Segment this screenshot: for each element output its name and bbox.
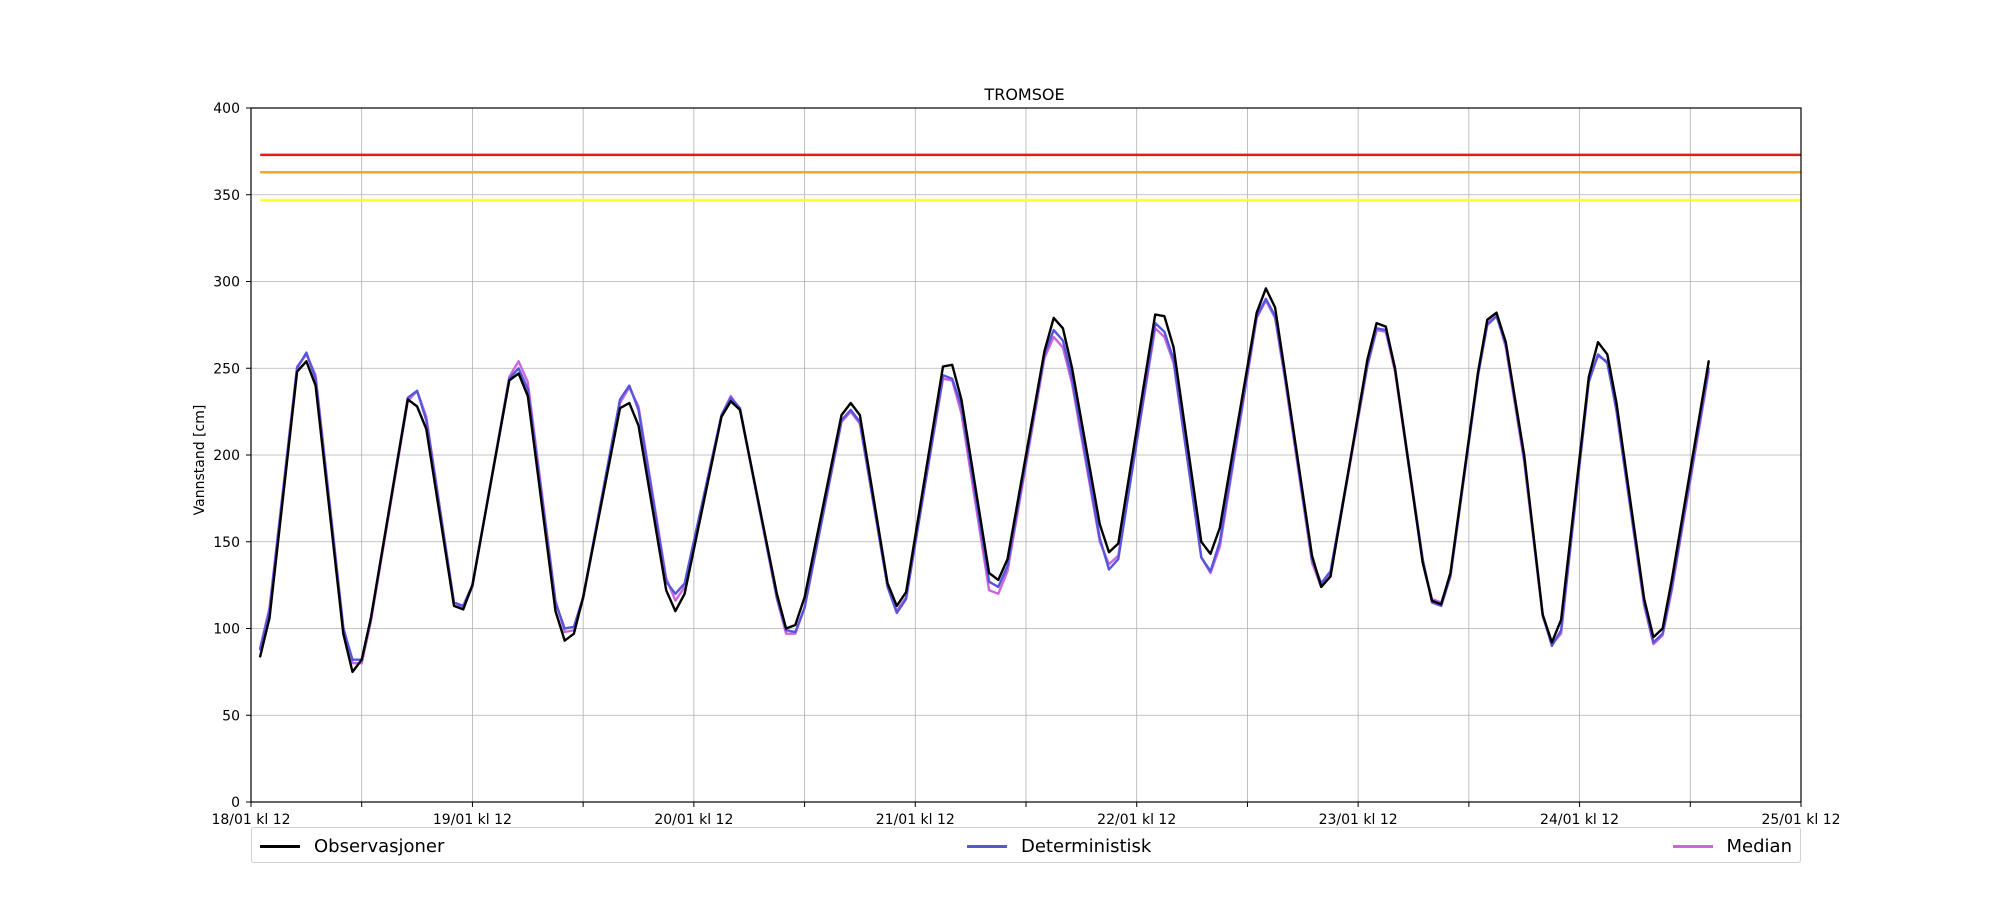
y-axis-ticks: 0 50 100 150 200 250 300 350 400 (213, 101, 251, 811)
legend-swatch-observasjoner (260, 844, 300, 848)
y-axis-label: Vannstand [cm] (192, 405, 208, 516)
y-tick-label-4: 200 (213, 448, 240, 464)
y-tick-label-3: 150 (213, 535, 240, 551)
y-tick-label-1: 50 (222, 708, 240, 724)
x-tick-label-12: 24/01 kl 12 (1540, 812, 1619, 828)
threshold-lines (260, 153, 1801, 202)
legend-entry-median: Median (1672, 828, 1792, 864)
y-tick-label-0: 0 (231, 795, 240, 811)
x-axis-ticks: 18/01 kl 12 19/01 kl 12 20/01 kl 12 21/01 k… (211, 802, 1841, 828)
chart-title: TROMSOE (983, 85, 1064, 104)
series-line-observasjoner (259, 287, 1710, 674)
x-tick-label-4: 20/01 kl 12 (654, 812, 733, 828)
y-tick-label-6: 300 (213, 275, 240, 291)
y-tick-label-8: 400 (213, 101, 240, 117)
series-line-median (259, 299, 1710, 665)
series-lines (259, 287, 1710, 674)
x-tick-label-10: 23/01 kl 12 (1319, 812, 1398, 828)
legend: Observasjoner Deterministisk Median (251, 827, 1801, 863)
y-tick-label-2: 100 (213, 622, 240, 638)
legend-entry-observasjoner: Observasjoner (260, 828, 444, 864)
x-tick-label-6: 21/01 kl 12 (876, 812, 955, 828)
legend-swatch-median (1672, 844, 1713, 848)
grid (250, 107, 1802, 803)
x-tick-label-8: 22/01 kl 12 (1097, 812, 1176, 828)
legend-label-median: Median (1726, 835, 1792, 857)
y-tick-label-7: 350 (213, 188, 240, 204)
x-tick-label-2: 19/01 kl 12 (433, 812, 512, 828)
x-tick-label-0: 18/01 kl 12 (211, 812, 290, 828)
legend-entry-deterministisk: Deterministisk (967, 828, 1151, 864)
y-tick-label-5: 250 (213, 361, 240, 377)
series-line-deterministisk (259, 297, 1710, 661)
legend-label-deterministisk: Deterministisk (1021, 835, 1152, 857)
legend-swatch-deterministisk (967, 844, 1007, 848)
legend-label-observasjoner: Observasjoner (314, 835, 445, 857)
x-tick-label-14: 25/01 kl 12 (1761, 812, 1840, 828)
